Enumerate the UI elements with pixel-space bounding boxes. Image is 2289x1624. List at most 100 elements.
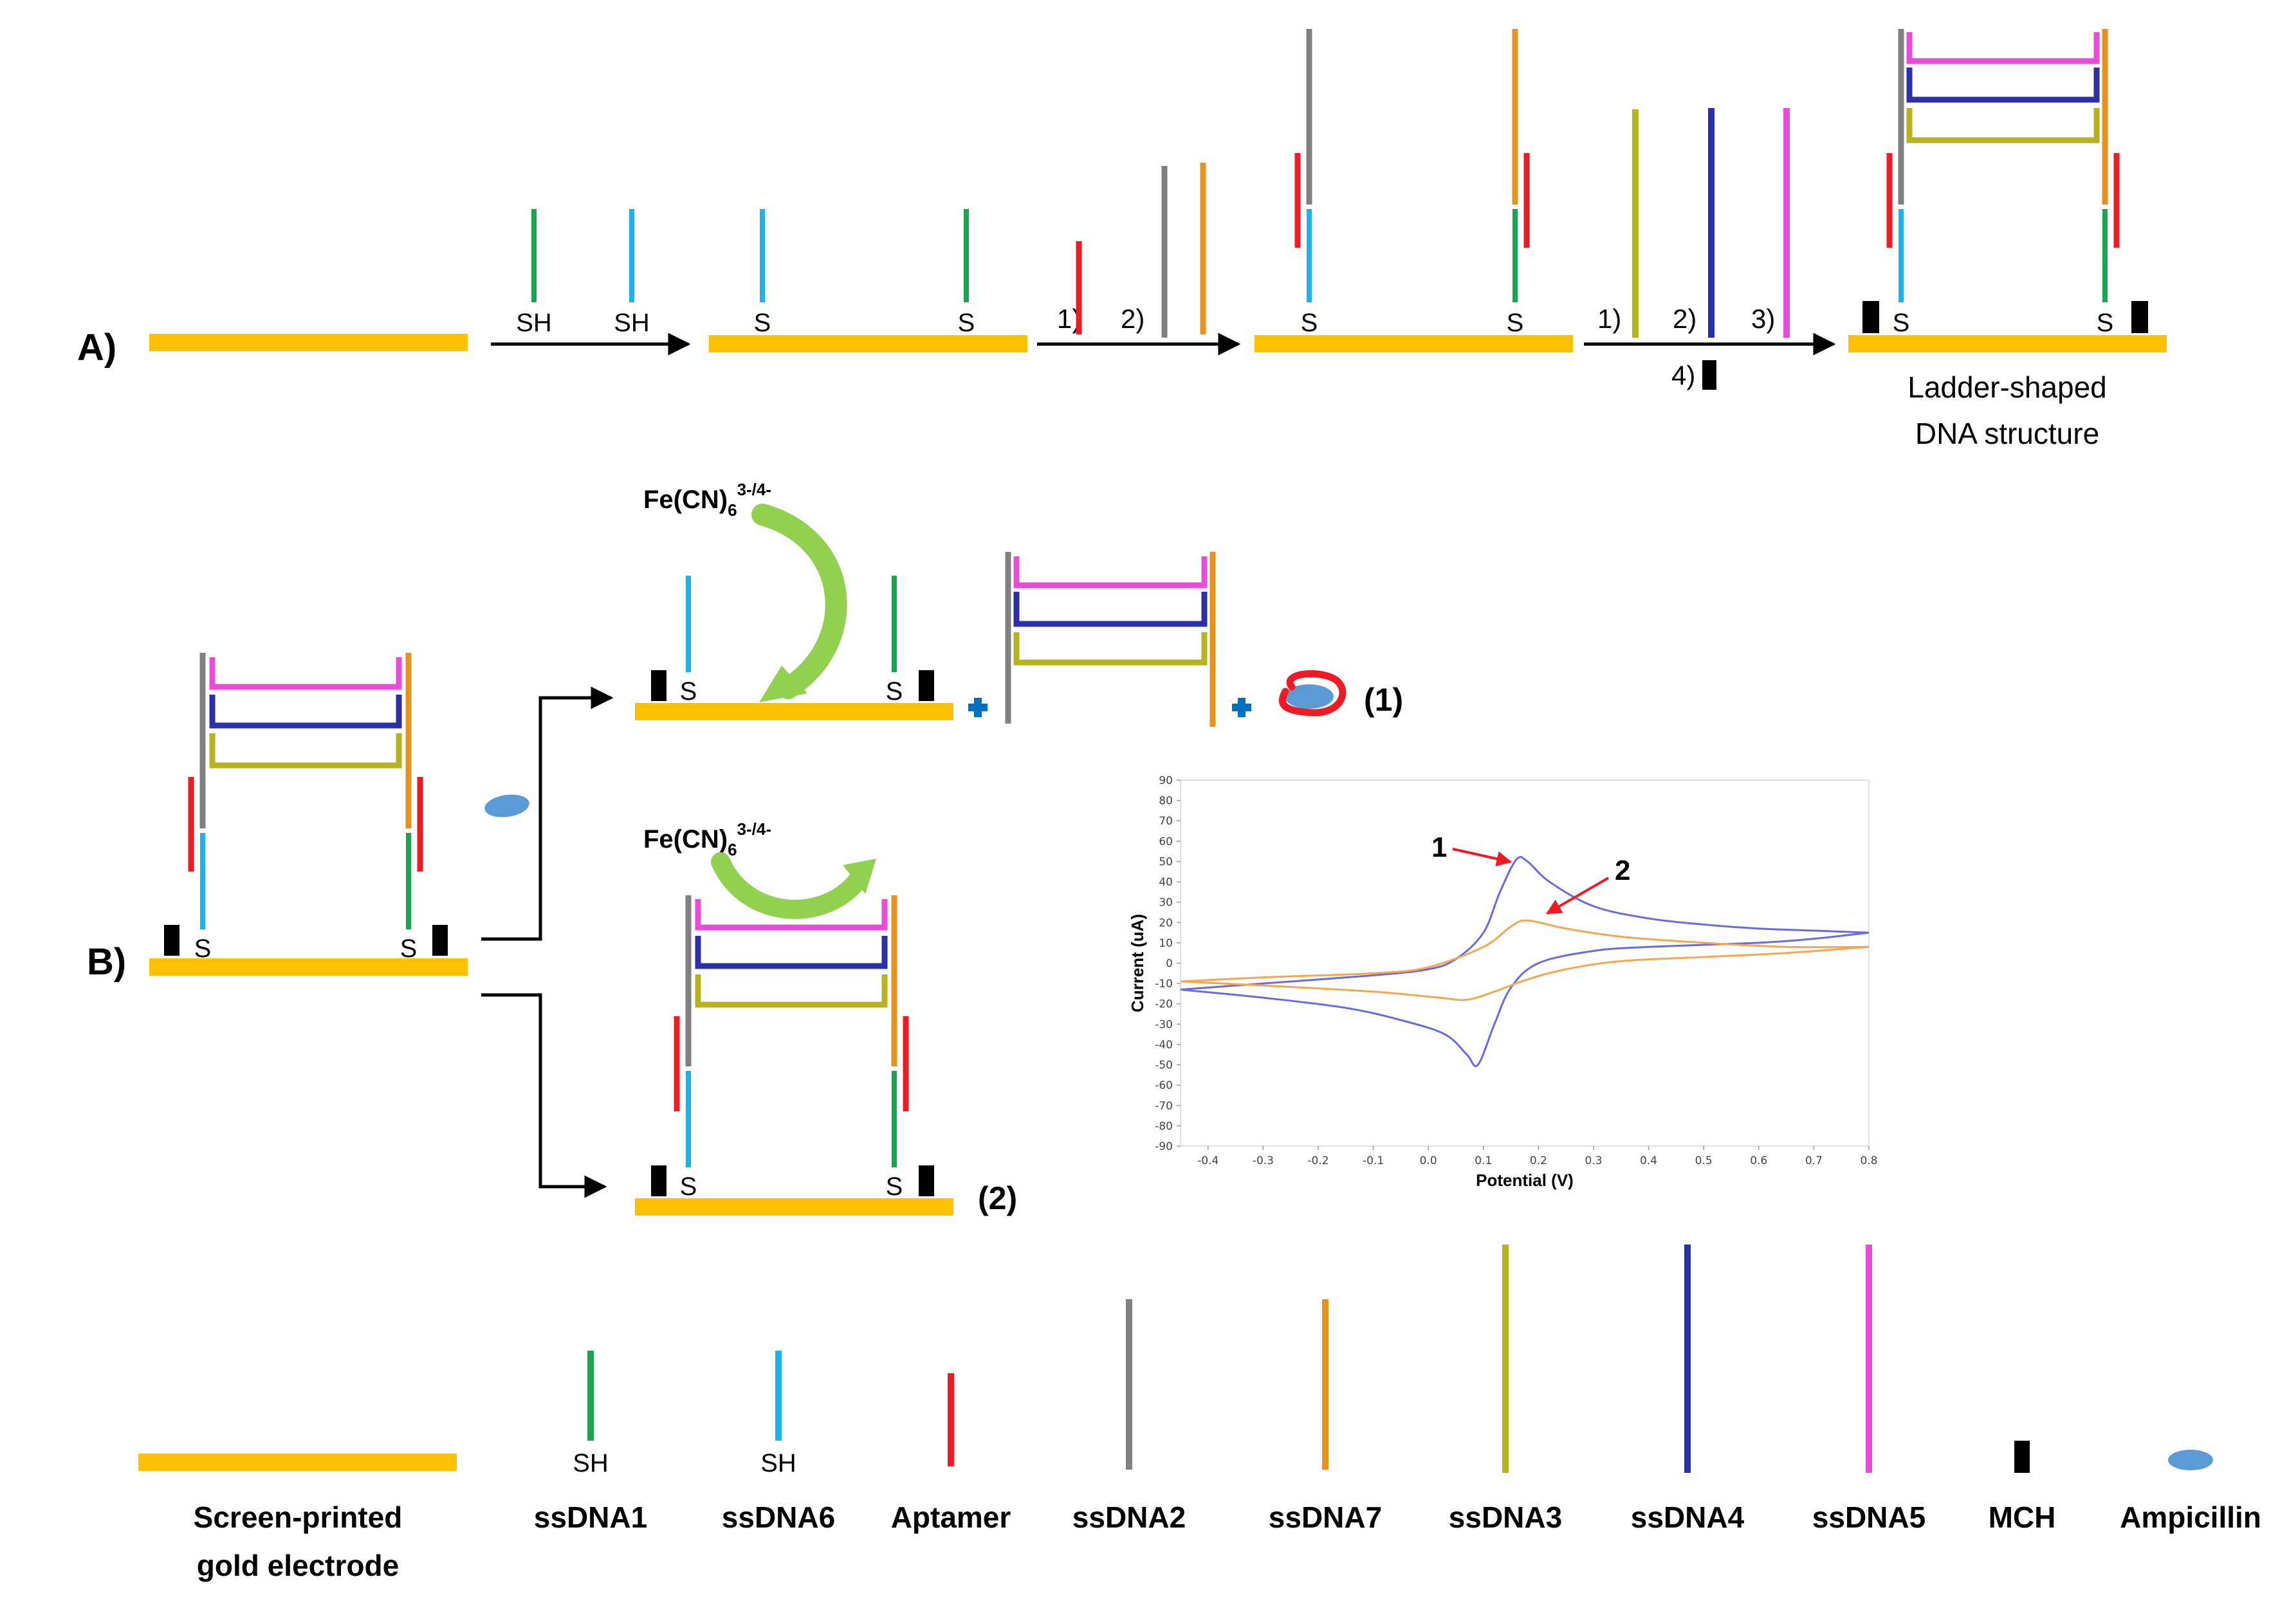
x-tick-label: 0.1 [1475, 1154, 1492, 1167]
legend-item-ssdna6: SH ssDNA6 [722, 1351, 835, 1534]
sulfur-label: S [1301, 309, 1318, 337]
x-tick-label: 0.6 [1750, 1154, 1767, 1167]
mch-block [919, 670, 934, 701]
legend-item-ssdna5: ssDNA5 [1812, 1245, 1926, 1534]
legend-thiol-label: SH [760, 1449, 796, 1477]
branch-arrow-with-ampicillin [481, 686, 614, 941]
cv-curve-2-forward [1180, 919, 1870, 983]
legend-item-mch: MCH [1989, 1441, 2055, 1534]
ssdna3-rung [695, 974, 888, 1008]
y-axis-label: Current (uA) [1128, 914, 1147, 1012]
legend-item-ssdna2: ssDNA2 [1072, 1299, 1186, 1534]
x-tick-label: 0.0 [1420, 1154, 1437, 1167]
sulfur-label: S [680, 1172, 697, 1201]
legend-label: ssDNA1 [534, 1501, 647, 1534]
sulfur-label: S [1893, 309, 1910, 337]
ssdna3-rung [1906, 108, 2100, 143]
y-tick-label: -60 [1155, 1079, 1173, 1092]
result-caption-line1: Ladder-shaped [1908, 370, 2106, 404]
legend-label: Ampicillin [2120, 1501, 2261, 1534]
ssdna4-rung [695, 936, 888, 969]
thiol-label: SH [614, 309, 650, 337]
ssdna4-rung [1906, 68, 2100, 103]
ssdna3-rung [1013, 632, 1208, 666]
x-tick-label: -0.4 [1197, 1154, 1218, 1167]
cv-plot-area [1180, 780, 1870, 1147]
x-tick-label: -0.3 [1253, 1154, 1274, 1167]
panel-b-label: B) [87, 941, 126, 983]
y-tick-label: 0 [1166, 958, 1173, 971]
y-tick-label: -20 [1155, 998, 1173, 1011]
plus-sign [968, 698, 988, 717]
y-tick-label: 10 [1159, 937, 1173, 950]
legend-label: ssDNA2 [1072, 1501, 1186, 1534]
redox-probe-label: Fe(CN)63-/4- [643, 819, 771, 859]
legend-label: ssDNA7 [1269, 1501, 1382, 1534]
gold-electrode [149, 958, 468, 976]
mch-block [432, 925, 448, 956]
ssdna5-rung [1906, 32, 2100, 64]
ampicillin-molecule [1285, 684, 1334, 709]
mch-block [164, 925, 179, 956]
sulfur-label: S [680, 677, 697, 706]
legend: Screen-printed gold electrode SH ssDNA1 SH ss… [138, 1245, 2261, 1582]
cv-chart: 90 80 70 60 50 40 30 20 10 0 -10 -20 -30 -40 -50 -60 -70… [1128, 774, 1878, 1190]
x-tick-label: -0.2 [1307, 1154, 1328, 1167]
mch-block [1702, 360, 1716, 390]
ssdna5-rung [695, 899, 888, 931]
sulfur-label: S [2097, 309, 2114, 337]
stage-immobilized: S S [709, 209, 1027, 352]
mch-block [651, 1165, 666, 1196]
cv-curve-1-reverse [1180, 931, 1870, 1068]
outcome-2: Fe(CN)63-/4- S S (2) [635, 819, 1017, 1216]
ampicillin-molecule [484, 794, 529, 817]
legend-ampicillin-swatch [2168, 1450, 2213, 1470]
ssdna5-rung [209, 657, 402, 690]
x-tick-label: -0.1 [1363, 1154, 1384, 1167]
sulfur-label: S [886, 1172, 903, 1201]
legend-item-aptamer: Aptamer [891, 1373, 1011, 1534]
sulfur-label: S [1507, 309, 1524, 337]
aptamer-bound-complex [1279, 670, 1347, 716]
plus-sign [1232, 698, 1251, 717]
step-number: 4) [1671, 360, 1695, 390]
annotation-arrow [1452, 848, 1512, 867]
result-caption-line2: DNA structure [1915, 417, 2099, 450]
y-tick-label: -50 [1155, 1059, 1173, 1072]
y-tick-label: 20 [1159, 917, 1173, 929]
outcome-2-label: (2) [978, 1180, 1017, 1216]
y-tick-label: 90 [1159, 774, 1173, 787]
legend-item-ssdna4: ssDNA4 [1631, 1245, 1745, 1534]
gold-electrode [149, 334, 468, 351]
step-number: 2) [1673, 304, 1696, 334]
x-tick-label: 0.3 [1585, 1154, 1602, 1167]
curved-arrow-head [843, 859, 876, 894]
mch-block [919, 1165, 934, 1196]
legend-mch-swatch [2014, 1441, 2030, 1473]
y-tick-label: 80 [1159, 795, 1173, 808]
step-number: 3) [1751, 304, 1775, 334]
step-number: 1) [1597, 304, 1621, 334]
sulfur-label: S [400, 935, 418, 963]
ladder-on-electrode: S S [149, 653, 468, 976]
legend-label: ssDNA6 [722, 1501, 835, 1534]
x-axis-label: Potential (V) [1476, 1171, 1574, 1190]
branch-arrow-without-ampicillin [481, 993, 607, 1198]
y-tick-label: -90 [1155, 1140, 1173, 1153]
y-tick-label: 60 [1159, 835, 1173, 848]
x-tick-label: 0.5 [1695, 1154, 1713, 1167]
curved-arrow-head [759, 666, 807, 702]
gold-electrode [1848, 335, 2167, 352]
y-tick-label: 40 [1159, 876, 1173, 889]
cv-curve-2-reverse [1180, 945, 1870, 1001]
mch-block [2131, 301, 2148, 333]
mch-block [651, 670, 666, 701]
cv-curve-1-forward [1180, 855, 1870, 991]
legend-label: gold electrode [197, 1549, 399, 1582]
x-tick-label: 0.2 [1530, 1154, 1547, 1167]
sulfur-label: S [194, 935, 212, 963]
curve-2-annotation: 2 [1615, 855, 1630, 886]
ssdna5-rung [1013, 556, 1208, 588]
legend-electrode-swatch [138, 1454, 457, 1471]
